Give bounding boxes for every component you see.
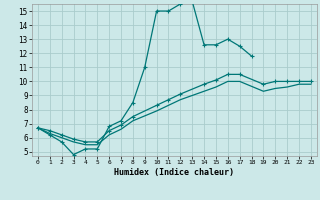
X-axis label: Humidex (Indice chaleur): Humidex (Indice chaleur) <box>115 168 234 177</box>
